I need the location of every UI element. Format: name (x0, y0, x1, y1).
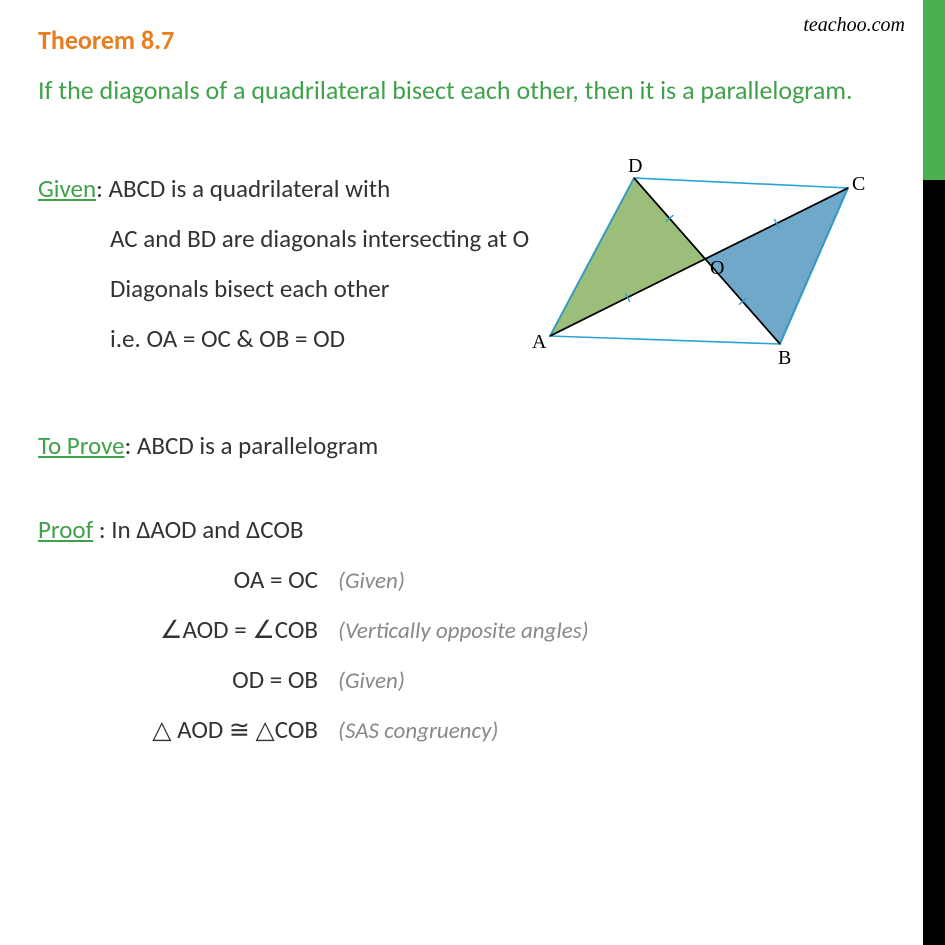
svg-text:C: C (852, 173, 865, 195)
proof-label: Proof (38, 514, 93, 545)
parallelogram-diagram: A B C D O (530, 156, 880, 386)
to-prove-label: To Prove (38, 430, 125, 461)
svg-text:A: A (532, 331, 547, 353)
page-content: Theorem 8.7 If the diagonals of a quadri… (0, 0, 920, 779)
theorem-title: Theorem 8.7 (38, 24, 880, 56)
svg-text:B: B (778, 347, 791, 369)
theorem-statement: If the diagonals of a quadrilateral bise… (38, 70, 880, 110)
given-block: Given: ABCD is a quadrilateral with AC a… (38, 164, 530, 386)
proof-stmt-3: OD = OB (38, 655, 338, 705)
proof-row-1: OA = OC (Given) (38, 555, 880, 605)
given-label: Given (38, 173, 96, 204)
proof-stmt-1: OA = OC (38, 555, 338, 605)
given-line4: i.e. OA = OC & OB = OD (110, 314, 530, 364)
given-line3: Diagonals bisect each other (110, 264, 530, 314)
svg-text:O: O (710, 257, 724, 279)
given-row: Given: ABCD is a quadrilateral with AC a… (38, 164, 880, 386)
sidebar-accent-black (923, 180, 945, 945)
proof-intro: : In ΔAOD and ΔCOB (93, 514, 303, 545)
to-prove-text: : ABCD is a parallelogram (125, 430, 379, 461)
sidebar-accent-green (923, 0, 945, 180)
given-line2: AC and BD are diagonals intersecting at … (110, 214, 530, 264)
proof-row-2: ∠AOD = ∠COB (Vertically opposite angles) (38, 605, 880, 655)
watermark: teachoo.com (803, 14, 905, 37)
diagram: A B C D O (530, 156, 880, 386)
given-line1: : ABCD is a quadrilateral with (96, 173, 390, 204)
proof-row-3: OD = OB (Given) (38, 655, 880, 705)
proof-reason-4: (SAS congruency) (338, 708, 498, 754)
proof-block: Proof : In ΔAOD and ΔCOB OA = OC (Given)… (38, 505, 880, 755)
proof-reason-2: (Vertically opposite angles) (338, 608, 589, 654)
proof-stmt-4: △ AOD ≅ △COB (38, 705, 338, 755)
to-prove: To Prove: ABCD is a parallelogram (38, 430, 880, 461)
proof-row-4: △ AOD ≅ △COB (SAS congruency) (38, 705, 880, 755)
proof-stmt-2: ∠AOD = ∠COB (38, 605, 338, 655)
proof-reason-1: (Given) (338, 558, 405, 604)
svg-text:D: D (628, 156, 642, 177)
proof-reason-3: (Given) (338, 658, 405, 704)
